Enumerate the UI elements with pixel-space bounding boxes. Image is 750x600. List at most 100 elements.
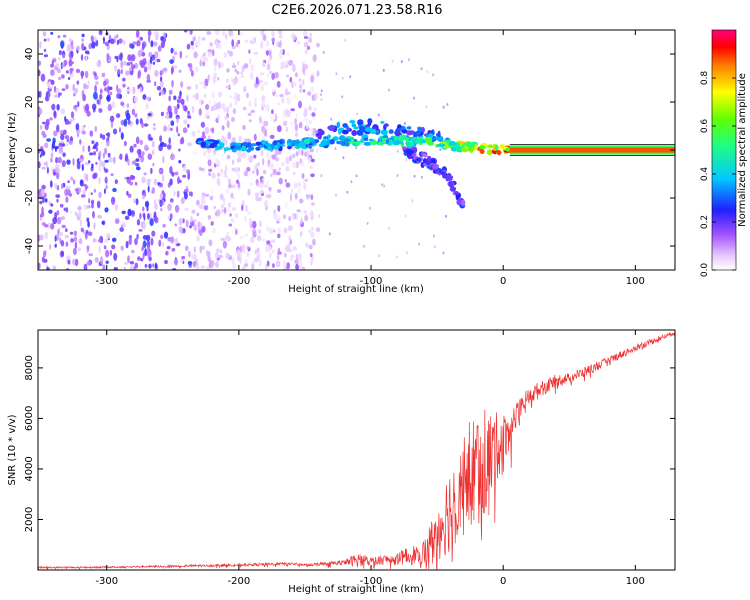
spectrogram-upper-branch-mark — [365, 127, 372, 133]
spectrogram-noise-mark — [320, 89, 323, 93]
spectrogram-noise-mark — [154, 199, 157, 206]
spectrogram-carrier-mark — [399, 141, 404, 145]
spectrogram-noise-mark — [85, 103, 90, 112]
spectrogram-noise-mark — [173, 190, 176, 197]
spectrogram-upper-branch-mark — [406, 126, 412, 130]
spectrogram-noise-mark — [99, 150, 102, 157]
spectrogram-noise-mark — [60, 183, 64, 190]
spectrogram-noise-mark — [159, 182, 163, 188]
spectrogram-noise-mark — [98, 164, 102, 172]
spectrogram-noise-mark — [230, 192, 234, 199]
x-tick-label: 0 — [500, 276, 506, 287]
spectrogram-noise-mark — [193, 246, 196, 253]
spectrogram-noise-mark — [308, 105, 312, 111]
spectrogram-noise-mark — [224, 115, 229, 120]
spectrogram-noise-mark — [216, 248, 220, 253]
spectrogram-noise-mark — [102, 264, 106, 270]
spectrogram-noise-mark — [198, 108, 202, 116]
spectrogram-noise-mark — [304, 107, 308, 115]
spectrogram-noise-mark — [269, 134, 275, 139]
spectrogram-noise-mark — [268, 186, 272, 192]
spectrogram-noise-mark — [160, 111, 164, 117]
y-tick-label: 6000 — [24, 406, 35, 431]
spectrogram-noise-mark — [266, 63, 271, 71]
spectrogram-noise-mark — [120, 245, 124, 251]
spectrogram-noise-mark — [85, 185, 89, 189]
spectrogram-noise-mark — [194, 66, 199, 73]
spectrogram-noise-mark — [195, 84, 199, 90]
spectrogram-noise-mark — [228, 30, 233, 37]
spectrogram-noise-mark — [68, 77, 71, 80]
spectrogram-noise-mark — [106, 53, 110, 60]
spectrogram-noise-mark — [123, 266, 126, 270]
spectrogram-noise-mark — [223, 207, 227, 215]
spectrogram-noise-mark — [101, 220, 105, 225]
spectrogram-noise-mark — [126, 62, 131, 66]
spectrogram-noise-mark — [299, 79, 302, 86]
spectrogram-noise-mark — [196, 235, 200, 242]
spectrogram-noise-mark — [136, 40, 141, 47]
spectrogram-noise-mark — [248, 49, 251, 54]
spectrogram-noise-mark — [212, 227, 216, 234]
spectrogram-noise-mark — [208, 172, 211, 177]
spectrogram-noise-mark — [58, 76, 61, 81]
spectrogram-noise-mark — [228, 223, 233, 227]
spectrogram-noise-mark — [304, 178, 309, 182]
spectrogram-noise-mark — [38, 262, 41, 269]
spectrogram-upper-branch-mark — [357, 119, 364, 126]
spectrogram-noise-mark — [70, 211, 73, 214]
spectrogram-noise-mark — [50, 69, 55, 76]
spectrogram-noise-mark — [286, 74, 289, 78]
spectrogram-noise-mark — [80, 227, 84, 233]
spectrogram-noise-mark — [224, 165, 228, 172]
spectrogram-noise-mark — [77, 101, 80, 108]
spectrogram-noise-mark — [271, 37, 276, 43]
spectrogram-noise-mark — [279, 48, 284, 54]
spectrogram-noise-mark — [70, 50, 74, 58]
x-tick-label: -300 — [95, 576, 118, 587]
spectrogram-noise-mark — [144, 263, 148, 268]
spectrogram-noise-mark — [180, 197, 185, 205]
spectrogram-carrier-mark — [424, 136, 433, 143]
spectrogram-noise-mark — [319, 93, 322, 97]
spectrogram-noise-mark — [211, 188, 214, 195]
x-tick-label: -100 — [360, 576, 383, 587]
spectrogram-noise-mark — [215, 30, 220, 36]
spectrogram-noise-mark — [254, 102, 257, 108]
spectrogram-noise-mark — [61, 160, 66, 168]
spectrogram-upper-branch-mark — [346, 127, 351, 132]
spectrogram-noise-mark — [142, 195, 146, 200]
spectrogram-noise-mark — [293, 93, 297, 99]
spectrogram-noise-mark — [286, 96, 291, 105]
spectrogram-noise-mark — [92, 211, 95, 219]
spectrogram-noise-mark — [243, 86, 247, 93]
spectrogram-noise-mark — [232, 159, 235, 165]
spectrogram-noise-mark — [126, 88, 131, 93]
spectrogram-noise-mark — [57, 228, 60, 235]
spectrogram-noise-mark — [266, 225, 270, 232]
spectrogram-noise-mark — [200, 265, 206, 269]
spectrogram-noise-mark — [265, 103, 270, 112]
x-tick-label: 0 — [500, 576, 506, 587]
spectrogram-noise-mark — [116, 93, 120, 99]
spectrogram-noise-mark — [64, 116, 67, 122]
spectrogram-noise-mark — [153, 178, 158, 185]
spectrogram-noise-mark — [138, 229, 143, 232]
spectrogram-noise-mark — [236, 70, 240, 75]
spectrogram-noise-mark — [85, 55, 88, 62]
spectrogram-noise-mark — [407, 58, 410, 62]
spectrogram-noise-mark — [127, 193, 132, 198]
spectrogram-noise-mark — [183, 165, 187, 172]
spectrogram-noise-mark — [237, 39, 241, 45]
spectrogram-noise-mark — [46, 267, 50, 270]
spectrogram-noise-mark — [231, 137, 236, 144]
spectrogram-noise-mark — [412, 96, 415, 100]
spectrogram-noise-mark — [50, 79, 55, 86]
spectrogram-carrier-mark — [276, 141, 281, 148]
spectrogram-noise-mark — [160, 234, 164, 240]
spectrogram-noise-mark — [152, 263, 155, 268]
spectrogram-noise-mark — [237, 172, 241, 180]
spectrogram-noise-mark — [103, 245, 107, 250]
spectrogram-noise-mark — [192, 219, 197, 223]
spectrogram-noise-mark — [180, 98, 185, 105]
